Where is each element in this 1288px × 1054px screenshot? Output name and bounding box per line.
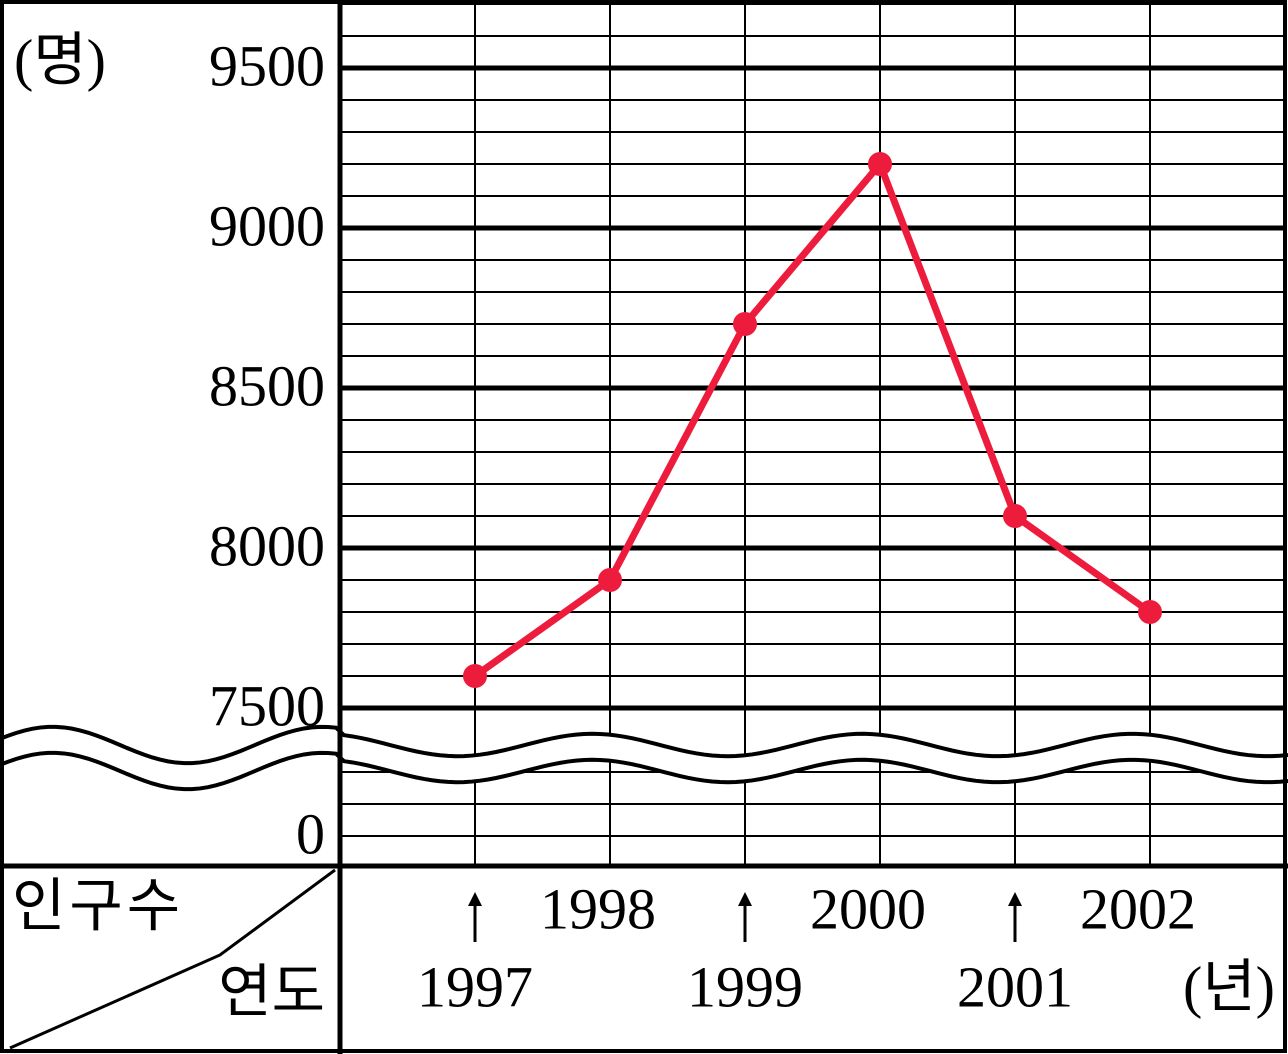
y-tick-label: 8000: [209, 513, 325, 578]
data-point: [598, 568, 622, 592]
x-tick-label: 2002: [1080, 876, 1196, 941]
y-tick-label: 8500: [209, 353, 325, 418]
break-line: [0, 724, 1288, 766]
y-tick-label: 7500: [209, 673, 325, 738]
data-point: [733, 312, 757, 336]
axis-break: [0, 724, 1288, 792]
data-point: [1138, 600, 1162, 624]
x-axis-label: (년): [1183, 954, 1275, 1019]
x-tick-label: 2000: [810, 876, 926, 941]
y-tick-label: 9000: [209, 193, 325, 258]
data-point: [1003, 504, 1027, 528]
row-header: 인구수: [12, 873, 184, 938]
arrow-head: [738, 892, 752, 906]
y-tick-label: 9500: [209, 33, 325, 98]
y-axis-label: (명): [14, 27, 106, 92]
arrow-head: [468, 892, 482, 906]
break-band: [0, 726, 1288, 790]
x-tick-label: 1998: [540, 876, 656, 941]
data-line: [472, 160, 1153, 679]
data-point: [463, 664, 487, 688]
arrow-head: [1008, 892, 1022, 906]
col-header: 연도: [218, 959, 325, 1024]
data-point: [868, 152, 892, 176]
x-tick-label: 1999: [687, 954, 803, 1019]
plot: [463, 152, 1162, 688]
y-tick-label: 0: [296, 801, 325, 866]
break-line: [0, 750, 1288, 792]
diagonal: [9, 868, 336, 1050]
x-tick-label: 1997: [417, 954, 533, 1019]
x-tick-label: 2001: [957, 954, 1073, 1019]
